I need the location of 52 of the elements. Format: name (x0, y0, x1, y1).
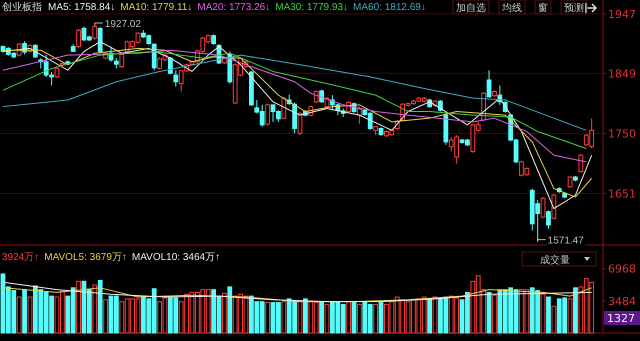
y-tick-label: 1947 (608, 8, 636, 21)
bar (298, 301, 302, 334)
text: MA10: 1779.11↓ (120, 2, 192, 13)
text: 1327 (607, 312, 635, 325)
text: MA30: 1779.93↓ (275, 2, 348, 13)
bar (76, 280, 81, 334)
y-tick-label: 6968 (608, 262, 636, 276)
bar (265, 302, 270, 334)
annotation: 预测 (564, 2, 584, 14)
bar (573, 287, 578, 334)
text: MA60: 1812.69↓ (353, 2, 426, 13)
bar (357, 304, 362, 334)
bar (222, 292, 227, 334)
y-tick-label: 1849 (608, 67, 636, 80)
bar (324, 304, 330, 334)
chart-title: 创业板指 (2, 1, 42, 13)
bar (92, 284, 98, 334)
bar (103, 299, 108, 334)
text: MAVOL5: 3679万↑ (44, 252, 127, 263)
bar (281, 301, 286, 334)
text: MA5: 1758.84↓ (48, 2, 116, 13)
annotation: 成交量 (540, 254, 570, 266)
bar (22, 289, 27, 334)
bar (568, 298, 572, 334)
y-tick-label: 1651 (608, 187, 636, 200)
bar (486, 292, 492, 334)
bar (427, 298, 432, 334)
bar (432, 296, 438, 334)
bar (346, 301, 352, 334)
series-label: 3924万↑ (2, 252, 40, 263)
bar (352, 302, 356, 334)
bar (16, 296, 22, 334)
text: MA20: 1773.26↓ (197, 2, 270, 13)
bar (303, 298, 308, 334)
y-tick-label: 3484 (608, 294, 636, 308)
bar (492, 294, 497, 334)
bar (227, 286, 232, 334)
annotation: 均线 (501, 2, 522, 14)
annotation: 1927.02 (104, 18, 142, 30)
y-tick-label: 1750 (608, 127, 636, 140)
bar (540, 294, 546, 334)
bar (319, 301, 324, 334)
annotation: 窗 (538, 2, 548, 14)
bar (546, 296, 551, 334)
bar (378, 302, 384, 334)
annotation: 加自选 (456, 2, 486, 14)
bar (98, 280, 103, 334)
bar (373, 304, 378, 334)
bar (551, 306, 556, 334)
text: MAVOL10: 3464万↑ (132, 252, 220, 263)
bar (28, 296, 32, 334)
annotation: 1571.47 (548, 236, 584, 247)
